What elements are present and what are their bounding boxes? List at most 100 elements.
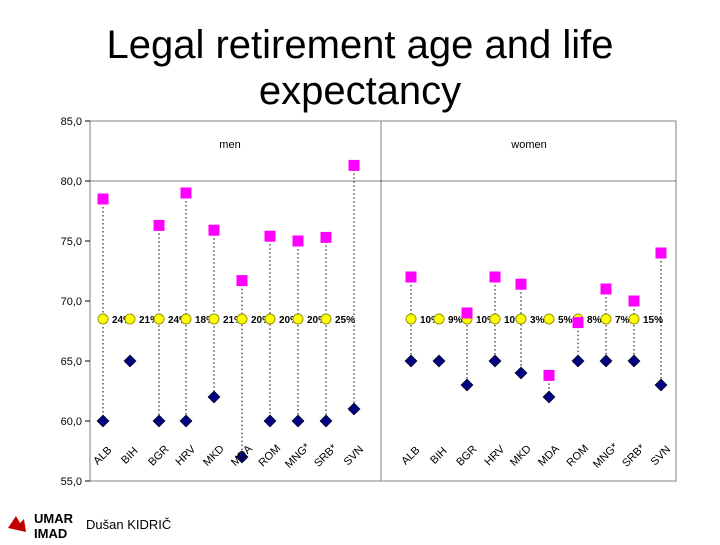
share-point xyxy=(489,313,501,325)
y-tick-label: 60,0 xyxy=(61,416,82,428)
life-expectancy-point xyxy=(348,159,360,171)
share-label: 8% xyxy=(587,315,602,326)
panel-title: women xyxy=(510,139,546,151)
category-label: SRB* xyxy=(312,442,340,470)
share-point xyxy=(292,313,304,325)
life-expectancy-point xyxy=(264,230,276,242)
life-expectancy-point xyxy=(236,275,248,287)
category-label: MKD xyxy=(201,443,227,469)
share-label: 15% xyxy=(643,315,663,326)
retirement-age-point xyxy=(123,354,137,368)
share-label: 10% xyxy=(504,315,524,326)
share-point xyxy=(208,313,220,325)
share-point xyxy=(236,313,248,325)
category-label: SVN xyxy=(342,444,367,469)
share-label: 10% xyxy=(476,315,496,326)
share-label: 20% xyxy=(251,315,271,326)
life-expectancy-point xyxy=(515,278,527,290)
share-label: 18% xyxy=(195,315,215,326)
life-expectancy-point xyxy=(97,193,109,205)
life-expectancy-point xyxy=(461,307,473,319)
plot-area xyxy=(89,120,677,482)
share-point xyxy=(153,313,165,325)
logo-mark-icon xyxy=(8,516,26,532)
y-tick-label: 70,0 xyxy=(61,296,82,308)
retirement-age-point xyxy=(488,354,502,368)
category-label: BGR xyxy=(454,443,479,468)
retirement-age-point xyxy=(599,354,613,368)
retirement-age-point xyxy=(96,414,110,428)
category-label: ROM xyxy=(565,443,592,470)
category-label: MDA xyxy=(536,443,562,469)
retirement-age-point xyxy=(319,414,333,428)
author-name: Dušan KIDRIČ xyxy=(86,517,172,532)
life-expectancy-point xyxy=(320,231,332,243)
category-label: BIH xyxy=(428,445,449,466)
umar-logo: UMAR IMAD xyxy=(4,510,78,541)
y-tick-label: 75,0 xyxy=(61,236,82,248)
share-point xyxy=(180,313,192,325)
slide-title: Legal retirement age and life expectancy xyxy=(106,23,614,113)
life-expectancy-point xyxy=(180,187,192,199)
retirement-age-point xyxy=(571,354,585,368)
life-expectancy-point xyxy=(655,247,667,259)
retirement-age-point xyxy=(432,354,446,368)
retirement-age-point xyxy=(152,414,166,428)
share-label: 24% xyxy=(168,315,188,326)
share-point xyxy=(543,313,555,325)
share-point xyxy=(320,313,332,325)
retirement-age-point xyxy=(235,450,249,464)
category-label: HRV xyxy=(482,443,507,468)
share-label: 24% xyxy=(112,315,132,326)
retirement-age-point xyxy=(627,354,641,368)
panel-men: men 24% 21% 24% 18% 21% 20% 20% 20% 25% ALB BIH BGR H… xyxy=(91,139,366,471)
life-expectancy-point xyxy=(405,271,417,283)
category-label: HRV xyxy=(173,443,198,468)
share-point xyxy=(600,313,612,325)
category-label: ROM xyxy=(257,443,284,470)
retirement-age-point xyxy=(654,378,668,392)
share-label: 3% xyxy=(530,315,545,326)
category-label: SRB* xyxy=(620,442,648,470)
category-label: MNG* xyxy=(591,441,621,471)
share-label: 25% xyxy=(335,315,355,326)
share-point xyxy=(515,313,527,325)
life-expectancy-point xyxy=(292,235,304,247)
share-label: 21% xyxy=(139,315,159,326)
share-label: 21% xyxy=(223,315,243,326)
category-label: ALB xyxy=(91,444,114,467)
life-expectancy-point xyxy=(572,317,584,329)
category-label: MKD xyxy=(508,443,534,469)
retirement-age-point xyxy=(460,378,474,392)
category-label: ALB xyxy=(399,444,422,467)
share-point xyxy=(433,313,445,325)
life-expectancy-point xyxy=(628,295,640,307)
share-label: 7% xyxy=(615,315,630,326)
logo-line2: IMAD xyxy=(34,526,67,540)
life-expectancy-point xyxy=(489,271,501,283)
share-label: 9% xyxy=(448,315,463,326)
share-point xyxy=(97,313,109,325)
category-label: BGR xyxy=(146,443,171,468)
life-expectancy-point xyxy=(543,369,555,381)
retirement-age-point xyxy=(291,414,305,428)
life-expectancy-point xyxy=(600,283,612,295)
life-expectancy-point xyxy=(208,224,220,236)
y-tick-label: 55,0 xyxy=(61,476,82,488)
panel-title: men xyxy=(219,139,240,151)
share-point xyxy=(405,313,417,325)
retirement-age-point xyxy=(207,390,221,404)
category-label: MDA xyxy=(229,443,255,469)
share-point xyxy=(124,313,136,325)
retirement-age-point xyxy=(347,402,361,416)
share-point xyxy=(264,313,276,325)
retirement-age-point xyxy=(263,414,277,428)
retirement-age-point xyxy=(514,366,528,380)
y-tick-label: 65,0 xyxy=(61,356,82,368)
retirement-age-point xyxy=(404,354,418,368)
logo-line1: UMAR xyxy=(34,511,74,526)
share-label: 20% xyxy=(279,315,299,326)
category-label: MNG* xyxy=(283,441,313,471)
share-label: 5% xyxy=(558,315,573,326)
